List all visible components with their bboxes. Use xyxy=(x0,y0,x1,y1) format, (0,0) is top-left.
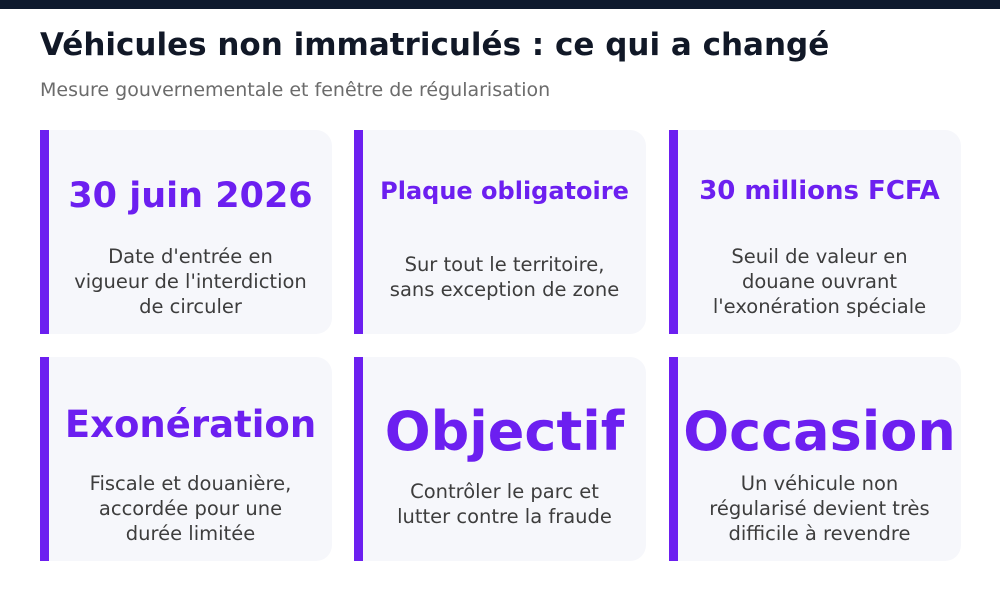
card-date-entree: 30 juin 2026 Date d'entrée en vigueur de… xyxy=(40,130,332,334)
card-occasion: Occasion Un véhicule non régularisé devi… xyxy=(669,357,961,561)
card-accent-bar xyxy=(354,357,363,561)
card-headline: 30 juin 2026 xyxy=(68,176,313,216)
card-description-line: Contrôler le parc et xyxy=(410,480,599,503)
card-description: Date d'entrée en vigueur de l'interdicti… xyxy=(49,244,332,319)
card-description-line: Sur tout le territoire, xyxy=(404,253,605,276)
card-description-line: vigueur de l'interdiction xyxy=(74,270,307,293)
card-seuil-valeur: 30 millions FCFA Seuil de valeur en doua… xyxy=(669,130,961,334)
card-description-line: Fiscale et douanière, xyxy=(89,472,292,495)
card-description: Contrôler le parc et lutter contre la fr… xyxy=(363,479,646,529)
card-headline: Plaque obligatoire xyxy=(380,177,629,205)
top-bar xyxy=(0,0,1000,9)
page-title: Véhicules non immatriculés : ce qui a ch… xyxy=(40,27,830,63)
card-description: Sur tout le territoire, sans exception d… xyxy=(363,252,646,302)
card-accent-bar xyxy=(669,357,678,561)
card-plaque-obligatoire: Plaque obligatoire Sur tout le territoir… xyxy=(354,130,646,334)
card-description-line: Un véhicule non xyxy=(740,472,899,495)
card-headline: Objectif xyxy=(384,400,625,463)
card-description-line: accordée pour une xyxy=(98,497,283,520)
card-objectif: Objectif Contrôler le parc et lutter con… xyxy=(354,357,646,561)
card-description-line: régularisé devient très xyxy=(709,497,930,520)
card-description: Un véhicule non régularisé devient très … xyxy=(678,471,961,546)
card-description-line: durée limitée xyxy=(125,522,256,545)
card-description-line: l'exonération spéciale xyxy=(712,295,927,318)
card-headline: Exonération xyxy=(64,403,317,446)
card-accent-bar xyxy=(40,130,49,334)
card-headline: 30 millions FCFA xyxy=(699,176,940,206)
card-description-line: douane ouvrant xyxy=(742,270,897,293)
card-description-line: sans exception de zone xyxy=(389,278,620,301)
card-headline: Occasion xyxy=(683,400,956,463)
card-accent-bar xyxy=(669,130,678,334)
page-subtitle: Mesure gouvernementale et fenêtre de rég… xyxy=(40,79,551,101)
card-accent-bar xyxy=(354,130,363,334)
card-accent-bar xyxy=(40,357,49,561)
card-description-line: Date d'entrée en xyxy=(108,245,273,268)
card-description: Seuil de valeur en douane ouvrant l'exon… xyxy=(678,244,961,319)
card-description: Fiscale et douanière, accordée pour une … xyxy=(49,471,332,546)
card-description-line: difficile à revendre xyxy=(728,522,911,545)
card-description-line: lutter contre la fraude xyxy=(397,505,612,528)
card-description-line: Seuil de valeur en xyxy=(731,245,908,268)
card-exoneration: Exonération Fiscale et douanière, accord… xyxy=(40,357,332,561)
card-description-line: de circuler xyxy=(139,295,242,318)
